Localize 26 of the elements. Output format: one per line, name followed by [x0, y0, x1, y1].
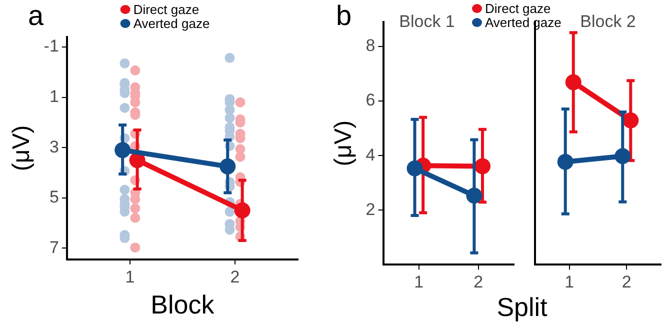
y-tick-label: -1 [44, 36, 59, 56]
x-tick-label: 1 [414, 272, 424, 292]
legend-label: Averted gaze [132, 16, 210, 31]
x-tick-label: 2 [230, 267, 240, 286]
y-tick-label: 8 [366, 36, 376, 56]
legend-label: Direct gaze [484, 1, 552, 16]
y-tick-label: 2 [366, 200, 376, 219]
y-tick-label: 3 [49, 137, 59, 156]
x-tick-label: 1 [564, 272, 574, 292]
chart-subtitle: Block 2 [580, 12, 636, 32]
y-tick-label: 1 [49, 87, 59, 106]
legend-label: Direct gaze [132, 2, 200, 17]
y-axis-title: (μV) [8, 125, 36, 172]
x-tick-label: 2 [474, 272, 484, 292]
y-tick-label: 4 [366, 145, 376, 164]
x-tick-label: 1 [125, 267, 135, 286]
y-axis-title: (μV) [330, 120, 358, 166]
y-tick-label: 5 [49, 188, 59, 207]
x-axis-title: Split [496, 292, 548, 323]
x-tick-label: 2 [622, 272, 632, 292]
chart-subtitle: Block 1 [399, 12, 455, 32]
x-axis-title: Block [150, 290, 216, 320]
chart-title: b [336, 0, 352, 31]
y-tick-label: 7 [49, 238, 59, 257]
chart-title: a [28, 0, 44, 31]
y-tick-label: 6 [366, 90, 376, 110]
